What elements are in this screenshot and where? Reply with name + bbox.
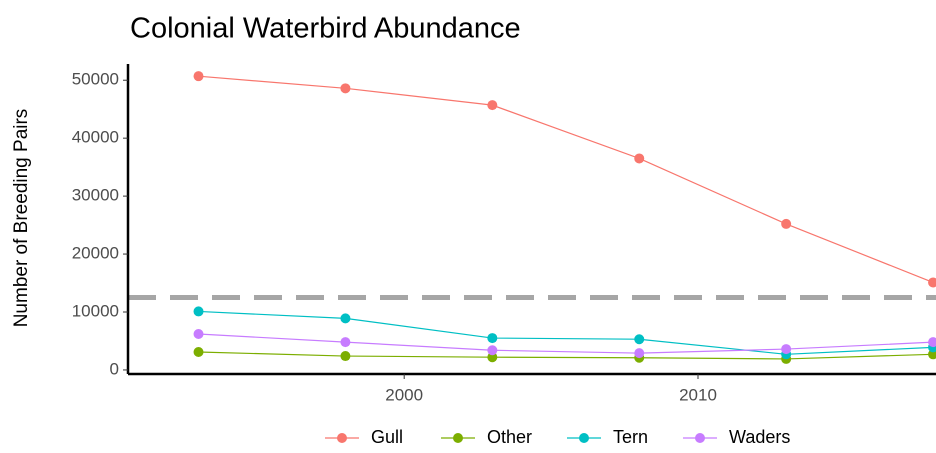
- point: [781, 218, 792, 229]
- axes: 0 10000 20000 30000 40000 50000 2000 2010: [72, 64, 936, 404]
- y-tick-label: 10000: [72, 301, 119, 320]
- y-tick-label: 40000: [72, 128, 119, 147]
- plot-area: [128, 71, 936, 364]
- point: [634, 348, 645, 359]
- point: [928, 337, 936, 348]
- point: [340, 83, 351, 94]
- legend-label: Other: [487, 427, 532, 447]
- point: [340, 351, 351, 362]
- point: [193, 71, 204, 82]
- y-axis-label: Number of Breeding Pairs: [11, 109, 32, 328]
- legend-point: [695, 433, 705, 443]
- x-tick-label: 2000: [385, 385, 423, 404]
- legend-label: Gull: [371, 427, 403, 447]
- point: [487, 345, 498, 356]
- point: [193, 306, 204, 317]
- series-line: [198, 333, 934, 354]
- point: [487, 352, 498, 363]
- y-tick-label: 20000: [72, 244, 119, 263]
- point: [193, 329, 204, 340]
- point: [634, 153, 645, 164]
- series-line: [198, 351, 934, 360]
- y-tick-label: 0: [110, 359, 119, 378]
- x-tick-label: 2010: [679, 385, 717, 404]
- point: [928, 277, 936, 288]
- y-tick-label: 50000: [72, 70, 119, 89]
- legend-label: Waders: [729, 427, 790, 447]
- point: [634, 334, 645, 345]
- point: [193, 346, 204, 357]
- legend-label: Tern: [613, 427, 648, 447]
- point: [487, 100, 498, 111]
- point: [340, 337, 351, 348]
- legend-point: [579, 433, 589, 443]
- legend: Gull Other Tern Waders: [325, 427, 790, 447]
- legend-point: [453, 433, 463, 443]
- point: [340, 313, 351, 324]
- series-line: [198, 310, 934, 355]
- y-tick-label: 30000: [72, 186, 119, 205]
- legend-point: [337, 433, 347, 443]
- point: [487, 333, 498, 344]
- chart-title: Colonial Waterbird Abundance: [130, 13, 521, 45]
- point: [781, 344, 792, 355]
- series-line: [198, 75, 934, 284]
